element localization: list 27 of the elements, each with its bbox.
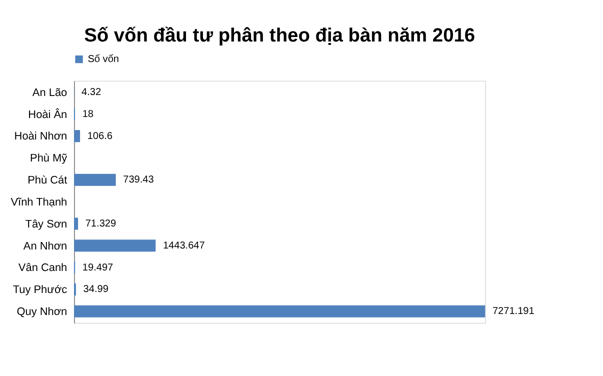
- y-tick-label: Tây Sơn: [25, 218, 68, 230]
- bar: [74, 240, 156, 252]
- data-label: 739.43: [123, 174, 154, 186]
- y-tick-label: Quy Nhơn: [16, 306, 68, 318]
- bar: [74, 174, 116, 186]
- data-label: 18: [82, 108, 94, 120]
- data-label: 19.497: [82, 262, 114, 274]
- y-tick-label: Phù Cát: [28, 174, 68, 187]
- bar: [74, 218, 78, 230]
- y-tick-label: Phù Mỹ: [30, 152, 68, 165]
- y-tick-label: An Lão: [32, 86, 68, 99]
- bar: [74, 305, 486, 318]
- legend-label: Số vốn: [88, 54, 119, 66]
- y-tick-label: Hoài Nhơn: [14, 130, 68, 143]
- data-label: 34.99: [83, 284, 109, 296]
- data-label: 71.329: [85, 218, 116, 230]
- y-tick-label: Hoài Ân: [28, 108, 68, 121]
- data-label: 7271.191: [492, 306, 535, 318]
- bar: [74, 130, 80, 142]
- y-tick-label: An Nhơn: [23, 240, 68, 252]
- y-tick-label: Vĩnh Thạnh: [10, 196, 68, 208]
- y-tick-label: Vân Canh: [18, 262, 68, 274]
- chart-title: Số vốn đầu tư phân theo địa bàn năm 2016: [84, 25, 476, 46]
- y-tick-label: Tuy Phước: [12, 284, 68, 296]
- data-label: 4.32: [82, 87, 102, 98]
- data-label: 106.6: [87, 130, 113, 142]
- data-label: 1443.647: [162, 240, 206, 252]
